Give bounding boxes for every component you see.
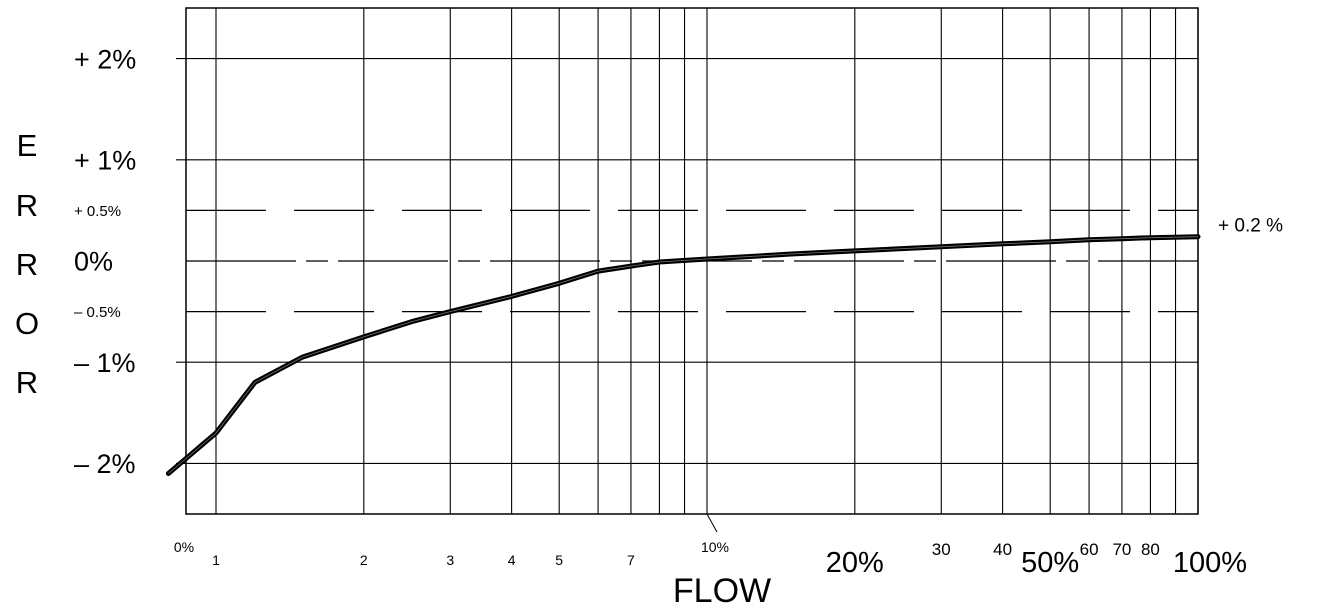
series (165, 234, 1201, 476)
x-tick-labels: 0% 1 2 3 4 5 7 10% 20% 30 40 50% 60 70 80 100% (174, 513, 1247, 579)
x-tick-label: 3 (446, 552, 454, 568)
x-tick-label: 0% (174, 539, 194, 555)
x-tick-label: 100% (1173, 547, 1247, 579)
x-tick-label: 2 (360, 552, 368, 568)
y-tick-label: – 1% (74, 348, 136, 378)
y-axis-letter: E (17, 128, 38, 163)
x-tick-label: 10% (701, 539, 729, 555)
y-axis-letter: R (16, 365, 38, 400)
y-tick-label: – 0.5% (74, 304, 121, 321)
x-tick-label: 80 (1141, 540, 1160, 559)
x-tick-label: 1 (212, 552, 220, 568)
y-tick-label: 0% (74, 247, 113, 277)
x-tick-label: 60 (1080, 540, 1099, 559)
y-tick-label: + 2% (74, 44, 136, 74)
x-tick-label: 5 (555, 552, 563, 568)
y-axis-letter: O (15, 306, 39, 341)
x-tick-label: 50% (1021, 547, 1079, 579)
annotations: + 0.2 % (1218, 216, 1283, 237)
y-tick-label: + 0.5% (74, 203, 121, 220)
y-axis-letter: R (16, 188, 38, 223)
x-tick-label: 70 (1112, 540, 1131, 559)
y-tick-labels: + 2% + 1% + 0.5% 0% – 0.5% – 1% – 2% (74, 44, 136, 479)
x-axis-label: FLOW (673, 572, 771, 609)
y-axis-letter: R (16, 247, 38, 282)
error-curve (165, 234, 1201, 476)
x-tick-label: 4 (508, 552, 516, 568)
annotation-label: + 0.2 % (1218, 216, 1283, 237)
x-tick-label: 7 (627, 552, 635, 568)
x-tick-label: 20% (826, 547, 884, 579)
tick-leader (706, 513, 718, 533)
x-tick-label: 40 (993, 540, 1012, 559)
x-tick-label: 30 (932, 540, 951, 559)
y-tick-label: + 1% (74, 146, 136, 176)
error-curve-highlight (168, 236, 1199, 474)
y-tick-label: – 2% (74, 449, 136, 479)
plot-frame (185, 7, 1199, 515)
